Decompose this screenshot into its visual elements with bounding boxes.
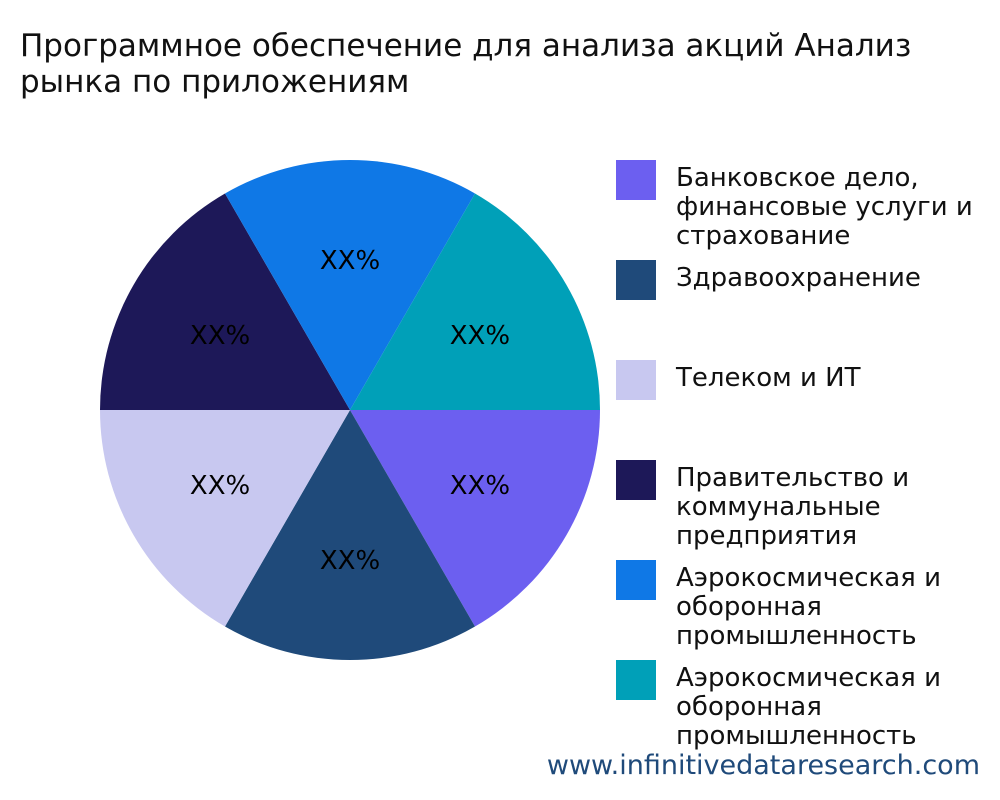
legend-swatch [616,660,656,700]
chart-title-line-2: рынка по приложениям [20,64,410,100]
watermark: www.infinitivedataresearch.com [546,750,980,781]
legend-swatch [616,360,656,400]
legend-label: Здравоохранение [676,263,921,293]
pie-slice [100,193,350,410]
pie-slice [100,410,350,627]
slice-data-label: XX% [450,321,510,351]
pie-slice [350,193,600,410]
pie-slice [225,160,475,410]
slice-data-label: XX% [450,471,510,501]
legend-label: Аэрокосмическая и оборонная промышленнос… [676,663,941,751]
legend-label: Банковское дело, финансовые услуги и стр… [676,163,973,251]
legend-swatch [616,560,656,600]
legend-label: Правительство и коммунальные предприятия [676,463,910,551]
legend-label: Аэрокосмическая и оборонная промышленнос… [676,563,941,651]
slice-data-label: XX% [320,246,380,276]
slice-data-label: XX% [190,471,250,501]
pie-slice [225,410,475,660]
legend-swatch [616,160,656,200]
slice-data-label: XX% [190,321,250,351]
legend-swatch [616,460,656,500]
pie-slice [350,410,600,627]
chart-title: Программное обеспечение для анализа акци… [20,28,1000,100]
slice-data-label: XX% [320,546,380,576]
chart-title-line-1: Программное обеспечение для анализа акци… [20,28,912,64]
legend-label: Телеком и ИТ [676,363,861,393]
legend-swatch [616,260,656,300]
